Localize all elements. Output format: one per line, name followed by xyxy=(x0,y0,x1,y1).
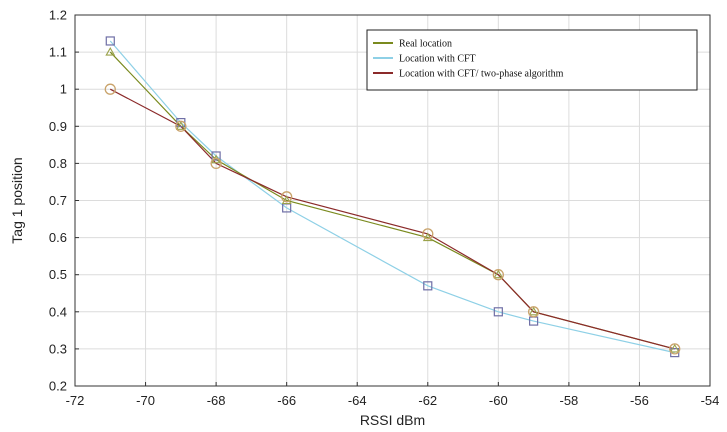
legend-label: Real location xyxy=(399,39,452,50)
data-point xyxy=(492,269,504,281)
data-point xyxy=(105,36,115,46)
x-axis-label: RSSI dBm xyxy=(360,412,425,428)
y-tick-label: 0.2 xyxy=(49,379,67,394)
x-tick-label: -54 xyxy=(701,393,720,408)
data-point xyxy=(281,191,293,203)
series-line xyxy=(109,40,675,354)
data-point xyxy=(175,120,187,132)
x-tick-label: -68 xyxy=(207,393,226,408)
series-layer xyxy=(104,36,681,358)
x-tick-label: -70 xyxy=(136,393,155,408)
x-tick-label: -64 xyxy=(348,393,367,408)
legend-label: Location with CFT/ two-phase algorithm xyxy=(399,69,564,80)
y-tick-label: 1.2 xyxy=(49,8,67,23)
y-tick-label: 0.3 xyxy=(49,341,67,356)
data-point xyxy=(210,157,222,170)
y-tick-label: 0.6 xyxy=(49,230,67,245)
y-tick-label: 1.1 xyxy=(49,45,67,60)
data-point xyxy=(422,232,433,242)
data-point xyxy=(105,46,116,56)
x-tick-label: -72 xyxy=(66,393,85,408)
y-tick-label: 1 xyxy=(60,82,67,97)
data-point xyxy=(527,306,540,318)
x-tick-label: -62 xyxy=(418,393,437,408)
legend: Real location Location with CFT Location w… xyxy=(366,29,698,91)
series-markers-2 xyxy=(104,83,681,355)
x-tick-label: -56 xyxy=(630,393,649,408)
y-tick-label: 0.4 xyxy=(49,304,67,319)
y-tick-label: 0.9 xyxy=(49,119,67,134)
data-point xyxy=(493,307,503,317)
x-tick-label: -66 xyxy=(277,393,296,408)
data-point xyxy=(422,228,434,240)
data-point xyxy=(281,195,292,205)
data-point xyxy=(528,306,539,316)
y-tick-label: 0.7 xyxy=(49,193,67,208)
y-tick-label: 0.8 xyxy=(49,156,67,171)
series-markers-0 xyxy=(105,46,680,353)
data-point xyxy=(211,151,221,161)
series-1 xyxy=(109,40,675,354)
data-point xyxy=(669,343,680,353)
y-tick-label: 0.5 xyxy=(49,267,67,282)
legend-box xyxy=(366,29,698,91)
series-2 xyxy=(109,88,675,350)
x-tick-label: -58 xyxy=(559,393,578,408)
data-point xyxy=(669,343,681,355)
data-point xyxy=(493,269,504,279)
legend-label: Location with CFT xyxy=(399,54,476,65)
y-axis-label: Tag 1 position xyxy=(9,157,25,243)
data-point xyxy=(104,83,116,95)
series-line xyxy=(109,88,675,350)
tick-labels: -72 -70 -68 -66 -64 -62 -60 -58 -56 -54 0.2 0.3 0.4 0… xyxy=(49,8,719,409)
data-point xyxy=(423,281,433,291)
x-tick-label: -60 xyxy=(489,393,508,408)
data-point xyxy=(175,121,186,130)
